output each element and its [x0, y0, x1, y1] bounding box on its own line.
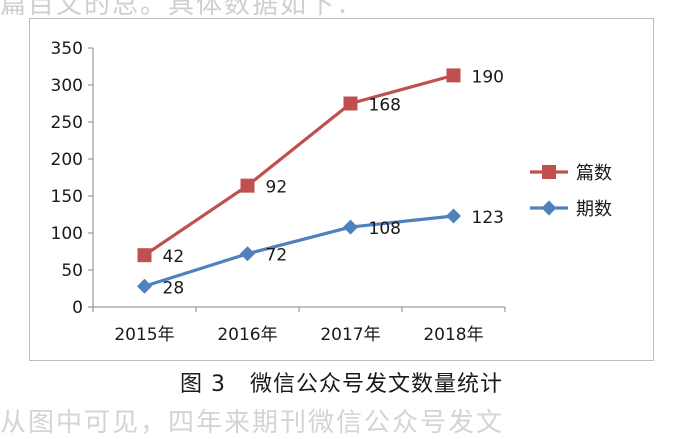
x-tick-label: 2017年 — [320, 325, 380, 345]
y-tick-label: 350 — [51, 39, 83, 59]
y-tick-label: 0 — [72, 298, 83, 318]
y-tick-label: 300 — [51, 76, 83, 96]
data-point-marker — [137, 278, 152, 294]
data-label: 168 — [369, 96, 401, 116]
y-tick-label: 50 — [61, 261, 83, 281]
bottom-text-fragment: 从图中可见，四年来期刊微信公众号发文 — [0, 408, 505, 438]
data-point-marker — [343, 219, 358, 235]
data-label: 72 — [266, 246, 288, 266]
figure-caption-text: 微信公众号发文数量统计 — [249, 372, 503, 397]
line-chart: 0 50 100 150 200 250 300 350 2015年 2016年 2017年 2018… — [51, 39, 612, 345]
data-label: 28 — [163, 278, 185, 298]
legend-marker — [541, 200, 557, 216]
x-tick-label: 2015年 — [114, 325, 174, 345]
data-point-marker — [343, 96, 358, 111]
series-line — [144, 214, 454, 288]
chart-frame — [29, 18, 654, 361]
data-point-marker — [240, 178, 255, 193]
legend-label: 期数 — [576, 199, 612, 220]
data-point-marker — [137, 248, 152, 263]
figure-number: 图 3 — [179, 372, 226, 397]
series-line — [143, 73, 454, 257]
y-tick-label: 200 — [51, 150, 83, 170]
data-label: 42 — [163, 247, 185, 267]
data-point-marker — [240, 246, 255, 262]
y-tick-label: 250 — [51, 113, 83, 133]
y-tick-label: 100 — [51, 224, 83, 244]
y-tick-label: 150 — [51, 187, 83, 207]
x-tick-label: 2018年 — [423, 325, 483, 345]
legend-label: 篇数 — [576, 163, 612, 184]
figure-caption: 图 3 微信公众号发文数量统计 — [0, 366, 683, 398]
data-label: 108 — [369, 219, 401, 239]
data-label: 92 — [266, 178, 288, 198]
data-label: 190 — [472, 67, 504, 87]
data-point-marker — [446, 208, 461, 224]
legend-marker — [542, 165, 556, 179]
data-point-marker — [446, 68, 461, 83]
x-tick-label: 2016年 — [217, 325, 277, 345]
data-label: 123 — [472, 208, 504, 228]
